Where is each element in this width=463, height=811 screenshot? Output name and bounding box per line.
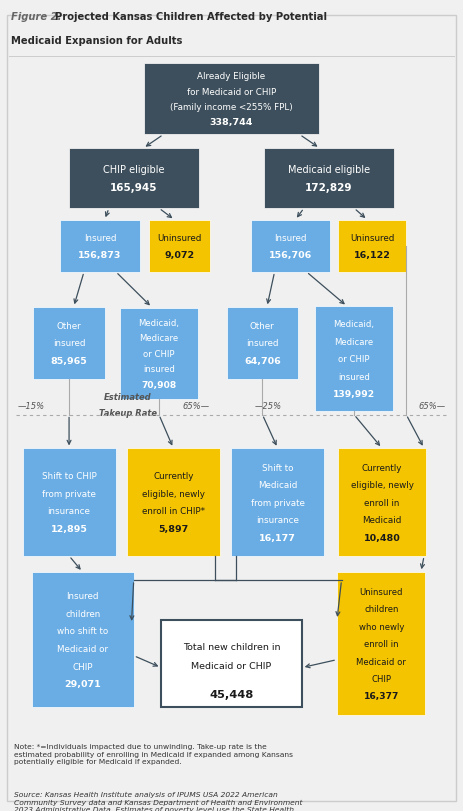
Text: 10,480: 10,480 <box>364 533 400 542</box>
FancyBboxPatch shape <box>69 149 199 208</box>
Text: insured: insured <box>53 339 85 348</box>
Text: Already Eligible: Already Eligible <box>197 72 266 81</box>
Text: Medicare: Medicare <box>334 337 374 346</box>
Text: Medicaid or: Medicaid or <box>57 644 108 653</box>
Text: 16,122: 16,122 <box>354 251 391 260</box>
Text: children: children <box>364 605 399 614</box>
Text: insured: insured <box>143 365 175 374</box>
Text: insurance: insurance <box>48 507 90 516</box>
Text: Insured: Insured <box>274 234 307 242</box>
Text: Currently: Currently <box>153 472 194 481</box>
FancyBboxPatch shape <box>338 448 426 556</box>
Text: enroll in: enroll in <box>364 639 399 649</box>
Text: Projected Kansas Children Affected by Potential: Projected Kansas Children Affected by Po… <box>56 12 327 22</box>
Text: Medicaid,: Medicaid, <box>333 320 375 329</box>
Text: 156,706: 156,706 <box>269 251 312 260</box>
Text: Medicaid or: Medicaid or <box>357 657 406 666</box>
Text: 139,992: 139,992 <box>333 390 375 399</box>
Text: 29,071: 29,071 <box>64 679 101 689</box>
Text: enroll in: enroll in <box>364 498 400 507</box>
FancyBboxPatch shape <box>251 221 330 272</box>
Text: Medicaid eligible: Medicaid eligible <box>288 165 370 175</box>
Text: 16,377: 16,377 <box>363 692 399 701</box>
Text: Medicaid: Medicaid <box>363 516 402 525</box>
FancyBboxPatch shape <box>264 149 394 208</box>
FancyBboxPatch shape <box>149 221 210 272</box>
Text: Other: Other <box>250 321 275 331</box>
FancyBboxPatch shape <box>33 307 105 380</box>
Text: 64,706: 64,706 <box>244 357 281 366</box>
Text: Other: Other <box>56 321 81 331</box>
Text: eligible, newly: eligible, newly <box>142 489 205 498</box>
Text: Currently: Currently <box>362 463 402 472</box>
Text: 172,829: 172,829 <box>305 182 353 193</box>
FancyBboxPatch shape <box>23 448 116 556</box>
FancyBboxPatch shape <box>161 620 302 707</box>
Text: Medicaid or CHIP: Medicaid or CHIP <box>191 661 272 670</box>
Text: 65%—: 65%— <box>419 401 445 410</box>
Text: Figure 2.: Figure 2. <box>12 12 62 22</box>
Text: Note: *=Individuals impacted due to unwinding. Take-up rate is the
estimated pro: Note: *=Individuals impacted due to unwi… <box>14 743 293 764</box>
Text: CHIP: CHIP <box>72 662 93 671</box>
Text: who shift to: who shift to <box>57 627 108 636</box>
Text: insured: insured <box>338 372 370 381</box>
FancyBboxPatch shape <box>31 573 134 707</box>
FancyBboxPatch shape <box>120 308 198 400</box>
Text: Estimated: Estimated <box>104 393 152 401</box>
Text: Medicare: Medicare <box>139 334 178 343</box>
Text: Uninsured: Uninsured <box>359 587 403 596</box>
FancyBboxPatch shape <box>144 64 319 135</box>
FancyBboxPatch shape <box>60 221 140 272</box>
Text: (Family income <255% FPL): (Family income <255% FPL) <box>170 103 293 112</box>
Text: eligible, newly: eligible, newly <box>350 480 413 490</box>
Text: children: children <box>65 609 100 618</box>
Text: —25%: —25% <box>254 401 282 410</box>
Text: Medicaid: Medicaid <box>258 480 297 490</box>
Text: Source: Kansas Health Institute analysis of IPUMS USA 2022 American
Community Su: Source: Kansas Health Institute analysis… <box>14 791 302 811</box>
Text: 165,945: 165,945 <box>110 182 158 193</box>
Text: Uninsured: Uninsured <box>350 234 394 242</box>
FancyBboxPatch shape <box>338 221 406 272</box>
Text: 5,897: 5,897 <box>158 524 188 533</box>
Text: 70,908: 70,908 <box>141 380 176 389</box>
Text: 45,448: 45,448 <box>209 689 254 699</box>
Text: 16,177: 16,177 <box>259 533 296 542</box>
Text: Insured: Insured <box>84 234 116 242</box>
Text: for Medicaid or CHIP: for Medicaid or CHIP <box>187 88 276 97</box>
Text: from private: from private <box>42 489 96 498</box>
Text: from private: from private <box>251 498 305 507</box>
Text: CHIP eligible: CHIP eligible <box>103 165 165 175</box>
Text: or CHIP: or CHIP <box>143 350 175 358</box>
Text: or CHIP: or CHIP <box>338 355 370 364</box>
FancyBboxPatch shape <box>337 573 425 715</box>
Text: Takeup Rate: Takeup Rate <box>99 409 157 418</box>
Text: CHIP: CHIP <box>371 674 391 683</box>
Text: —15%: —15% <box>18 401 44 410</box>
Text: 156,873: 156,873 <box>78 251 122 260</box>
Text: 65%—: 65%— <box>182 401 210 410</box>
Text: insurance: insurance <box>257 516 299 525</box>
Text: 338,744: 338,744 <box>210 118 253 127</box>
Text: Medicaid,: Medicaid, <box>138 318 179 328</box>
Text: 9,072: 9,072 <box>164 251 194 260</box>
Text: 85,965: 85,965 <box>50 357 88 366</box>
Text: 12,895: 12,895 <box>50 524 88 533</box>
Text: Shift to: Shift to <box>262 463 294 472</box>
Text: Shift to CHIP: Shift to CHIP <box>42 472 96 481</box>
Text: who newly: who newly <box>358 622 404 631</box>
Text: Medicaid Expansion for Adults: Medicaid Expansion for Adults <box>12 36 183 46</box>
Text: enroll in CHIP*: enroll in CHIP* <box>142 507 205 516</box>
Text: Total new children in: Total new children in <box>183 642 280 650</box>
FancyBboxPatch shape <box>232 448 324 556</box>
Text: Insured: Insured <box>66 592 99 601</box>
Text: insured: insured <box>246 339 279 348</box>
FancyBboxPatch shape <box>315 307 393 412</box>
FancyBboxPatch shape <box>127 448 220 556</box>
FancyBboxPatch shape <box>226 307 298 380</box>
Text: Uninsured: Uninsured <box>157 234 201 242</box>
